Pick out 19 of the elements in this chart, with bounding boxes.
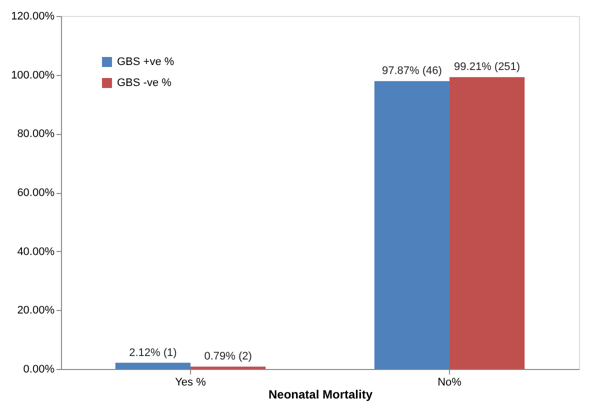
y-tick-label: 40.00% [17,246,55,258]
legend-label: GBS +ve % [117,56,174,68]
x-tick-label: No% [438,376,462,388]
y-tick-label: 80.00% [17,128,55,140]
y-tick-label: 120.00% [11,10,55,22]
y-tick-label: 100.00% [11,69,55,82]
y-tick-label: 20.00% [17,304,55,317]
legend-label: GBS -ve % [117,77,172,89]
bar [115,362,190,369]
data-label: 2.12% (1) [129,346,177,359]
y-tick-label: 0.00% [23,364,55,376]
bar [450,77,525,369]
data-label: 99.21% (251) [454,61,520,74]
x-axis-title: Neonatal Mortality [268,388,373,402]
x-tick-label: Yes % [175,376,206,388]
data-label: 0.79% (2) [204,350,252,363]
bar [374,81,450,369]
data-label: 97.87% (46) [382,65,442,78]
y-tick-label: 60.00% [17,187,55,199]
